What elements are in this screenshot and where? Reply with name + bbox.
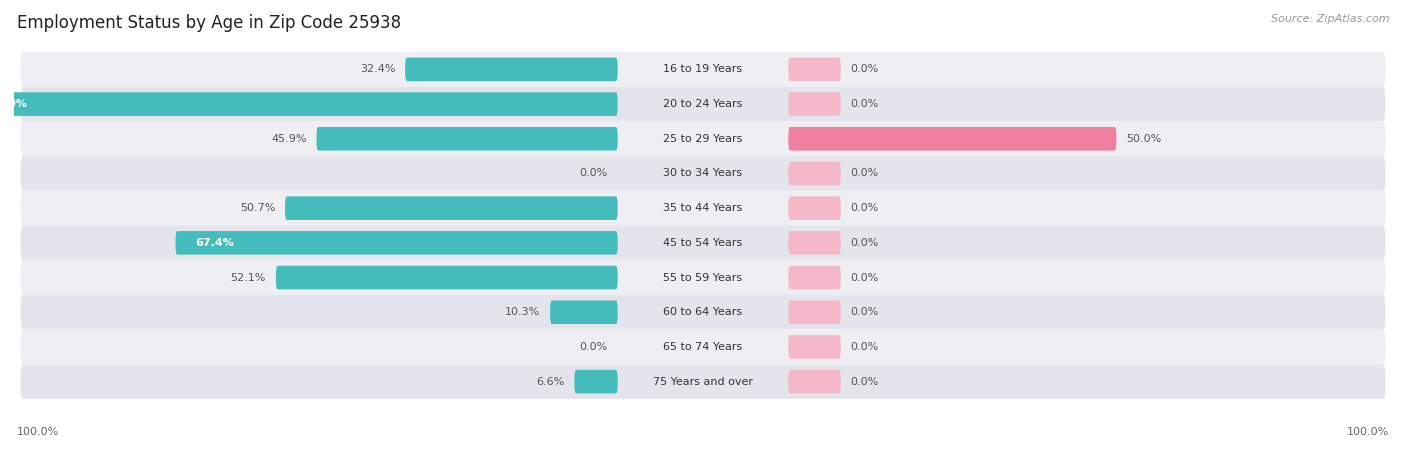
Text: 16 to 19 Years: 16 to 19 Years: [664, 64, 742, 74]
FancyBboxPatch shape: [21, 364, 1385, 399]
Text: 0.0%: 0.0%: [851, 307, 879, 317]
FancyBboxPatch shape: [789, 266, 841, 290]
Text: 0.0%: 0.0%: [851, 272, 879, 282]
Text: 25 to 29 Years: 25 to 29 Years: [664, 134, 742, 144]
Text: 75 Years and over: 75 Years and over: [652, 377, 754, 387]
FancyBboxPatch shape: [21, 87, 1385, 121]
Text: 52.1%: 52.1%: [231, 272, 266, 282]
FancyBboxPatch shape: [21, 52, 1385, 87]
Text: 60 to 64 Years: 60 to 64 Years: [664, 307, 742, 317]
FancyBboxPatch shape: [405, 58, 617, 81]
Text: Employment Status by Age in Zip Code 25938: Employment Status by Age in Zip Code 259…: [17, 14, 401, 32]
FancyBboxPatch shape: [21, 330, 1385, 364]
Text: 0.0%: 0.0%: [579, 342, 607, 352]
Text: 10.3%: 10.3%: [505, 307, 540, 317]
Text: 50.7%: 50.7%: [240, 203, 276, 213]
FancyBboxPatch shape: [21, 226, 1385, 260]
FancyBboxPatch shape: [789, 196, 841, 220]
Text: 0.0%: 0.0%: [851, 203, 879, 213]
FancyBboxPatch shape: [789, 335, 841, 359]
FancyBboxPatch shape: [789, 231, 841, 255]
Text: 55 to 59 Years: 55 to 59 Years: [664, 272, 742, 282]
FancyBboxPatch shape: [789, 127, 1116, 151]
Text: 100.0%: 100.0%: [17, 428, 59, 437]
FancyBboxPatch shape: [0, 92, 617, 116]
FancyBboxPatch shape: [550, 300, 617, 324]
Text: 45 to 54 Years: 45 to 54 Years: [664, 238, 742, 248]
FancyBboxPatch shape: [21, 191, 1385, 226]
FancyBboxPatch shape: [575, 370, 617, 393]
FancyBboxPatch shape: [21, 121, 1385, 156]
FancyBboxPatch shape: [316, 127, 617, 151]
Text: Source: ZipAtlas.com: Source: ZipAtlas.com: [1271, 14, 1389, 23]
FancyBboxPatch shape: [789, 58, 841, 81]
Text: 35 to 44 Years: 35 to 44 Years: [664, 203, 742, 213]
FancyBboxPatch shape: [176, 231, 617, 255]
Text: 0.0%: 0.0%: [851, 377, 879, 387]
Text: 20 to 24 Years: 20 to 24 Years: [664, 99, 742, 109]
Text: 0.0%: 0.0%: [851, 169, 879, 179]
Text: 0.0%: 0.0%: [851, 342, 879, 352]
Text: 32.4%: 32.4%: [360, 64, 395, 74]
Text: 67.4%: 67.4%: [195, 238, 233, 248]
Text: 0.0%: 0.0%: [851, 99, 879, 109]
FancyBboxPatch shape: [789, 370, 841, 393]
Text: 0.0%: 0.0%: [579, 169, 607, 179]
Text: 0.0%: 0.0%: [851, 238, 879, 248]
FancyBboxPatch shape: [21, 260, 1385, 295]
FancyBboxPatch shape: [789, 92, 841, 116]
Text: 100.0%: 100.0%: [1347, 428, 1389, 437]
FancyBboxPatch shape: [21, 156, 1385, 191]
FancyBboxPatch shape: [285, 196, 617, 220]
Text: 6.6%: 6.6%: [536, 377, 565, 387]
Text: 50.0%: 50.0%: [1126, 134, 1161, 144]
Text: 30 to 34 Years: 30 to 34 Years: [664, 169, 742, 179]
FancyBboxPatch shape: [276, 266, 617, 290]
Text: 45.9%: 45.9%: [271, 134, 307, 144]
Text: 0.0%: 0.0%: [851, 64, 879, 74]
Text: 100.0%: 100.0%: [0, 99, 27, 109]
Text: 65 to 74 Years: 65 to 74 Years: [664, 342, 742, 352]
FancyBboxPatch shape: [789, 300, 841, 324]
FancyBboxPatch shape: [21, 295, 1385, 330]
FancyBboxPatch shape: [789, 161, 841, 185]
